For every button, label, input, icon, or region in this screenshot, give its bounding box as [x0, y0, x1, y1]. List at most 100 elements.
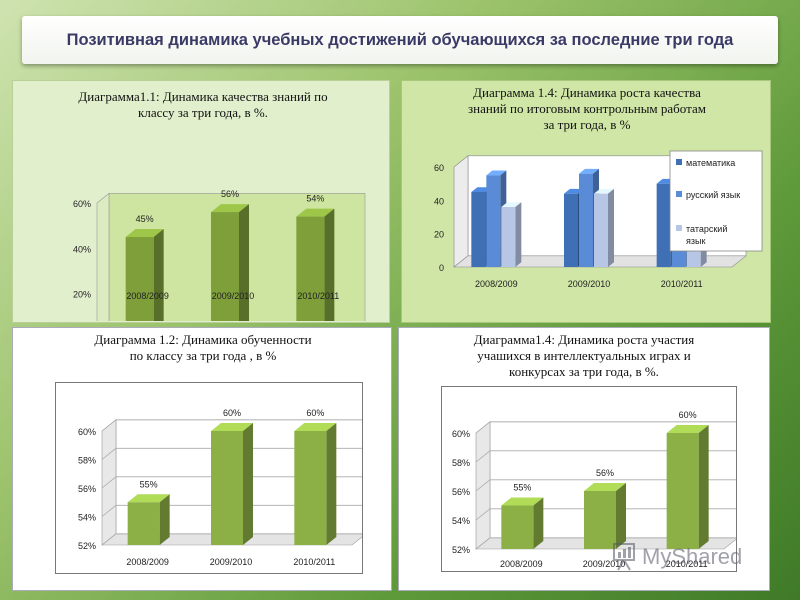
y-tick-label: 20 [434, 230, 444, 240]
bar-side [243, 423, 253, 545]
chart-panel-1-1: Диаграмма1.1: Динамика качества знаний п… [12, 80, 390, 323]
bar-2 [594, 193, 608, 267]
gridline [101, 504, 362, 517]
bar-side [159, 494, 170, 545]
bar-top [127, 494, 170, 503]
x-tick-label: 2009/2010 [583, 559, 626, 569]
chart-3-title-line2: по классу за три года , в % [129, 348, 277, 363]
gridline [101, 447, 362, 460]
title-banner: Позитивная динамика учебных достижений о… [22, 16, 778, 64]
x-tick-label: 2010/2011 [661, 279, 703, 289]
gridline [475, 421, 736, 434]
y-tick-label: 56% [452, 487, 470, 497]
x-tick-label: 2010/2011 [666, 559, 708, 569]
chart-2-title-line2: знаний по итоговым контрольным работам [468, 101, 706, 116]
legend-swatch [676, 225, 682, 231]
x-tick-label: 2009/2010 [212, 291, 255, 301]
bar [666, 433, 699, 549]
bar-0 [471, 192, 486, 267]
chart-1-2-svg: 52% 54% 56% 58% 60% 55% 2008/2009 60% 2009/2010 6… [78, 408, 362, 567]
data-label: 60% [679, 410, 697, 420]
bar-top [296, 208, 335, 217]
bar-2-side [608, 188, 614, 267]
bar [125, 237, 154, 321]
bar-side [153, 229, 164, 321]
bar-1 [486, 175, 501, 267]
gridline [101, 533, 362, 546]
bar-1-top [579, 168, 599, 174]
x-tick-label: 2009/2010 [210, 557, 253, 567]
chart-1-1-svg: 0%20%40%60%45%2008/200956%2009/201054%20… [73, 189, 366, 321]
bar-side [616, 483, 626, 549]
x-tick-label: 2008/2009 [500, 559, 543, 569]
bar-side [698, 425, 709, 549]
y-tick-label: 60% [73, 199, 91, 209]
y-tick-label: 58% [78, 456, 96, 466]
data-label: 55% [140, 479, 158, 489]
side-wall [453, 155, 469, 268]
y-tick-label: 52% [452, 545, 470, 555]
chart-3-title-line1: Диаграмма 1.2: Динамика обученности [94, 332, 312, 347]
bar [584, 491, 616, 549]
bar-2 [501, 207, 516, 267]
chart-2-title: Диаграмма 1.4: Динамика роста качества з… [432, 85, 742, 133]
bar-top [125, 229, 164, 237]
bar [294, 431, 327, 545]
bar-top [666, 425, 709, 433]
chart-2-title-line3: за три года, в % [543, 117, 631, 132]
bar-2-top [501, 202, 522, 207]
bar-1-top [486, 170, 507, 176]
bar-top [211, 423, 253, 431]
y-tick-label: 40 [434, 196, 444, 206]
y-tick-label: 52% [78, 541, 96, 551]
gridline [475, 508, 736, 521]
chart-panel-1-2: Диаграмма 1.2: Динамика обученности по к… [12, 327, 392, 591]
y-tick-label: 54% [452, 516, 470, 526]
y-tick-label: 60% [78, 427, 96, 437]
bar-side [324, 208, 335, 321]
y-tick-label: 60% [452, 429, 470, 439]
watermark-text: MyShared [642, 544, 743, 569]
bar-side [533, 497, 544, 549]
legend-box [669, 150, 763, 252]
x-tick-label: 2008/2009 [475, 279, 518, 289]
chart-1-4a-svg: 0 20 40 60 2008/2009 2009/2010 2010/2011 матема… [434, 150, 763, 289]
bar [211, 212, 239, 321]
chart-1-title-line2: классу за три года, в %. [138, 105, 268, 120]
data-label: 55% [513, 483, 531, 493]
x-tick-label: 2010/2011 [293, 557, 335, 567]
bar-2-side [515, 202, 522, 267]
data-label: 60% [306, 408, 324, 418]
gridline [101, 476, 362, 489]
gridline [475, 450, 736, 463]
bar-1 [579, 173, 593, 267]
x-tick-label: 2009/2010 [568, 279, 611, 289]
chart-4-title-line2: учашихся в интеллектуальных играх и [477, 348, 691, 363]
chart-3-title: Диаграмма 1.2: Динамика обученности по к… [53, 332, 353, 364]
chart-2-title-line1: Диаграмма 1.4: Динамика роста качества [473, 85, 701, 100]
bar-top [584, 483, 626, 491]
bar-2-top [594, 188, 614, 194]
legend-label: математика [686, 158, 735, 168]
x-tick-label: 2008/2009 [126, 291, 169, 301]
legend-label-line2: язык [686, 236, 705, 246]
chart-4-title: Диаграмма1.4: Динамика роста участия уча… [429, 332, 739, 380]
gridline [475, 537, 736, 550]
y-tick-label: 56% [78, 484, 96, 494]
legend-label-line1: татарский [686, 224, 727, 234]
y-tick-label: 40% [73, 244, 91, 254]
legend-swatch [676, 191, 682, 197]
chart-4-title-line3: конкурсах за три года, в %. [509, 364, 659, 379]
bar [127, 502, 160, 545]
y-tick-label: 54% [78, 513, 96, 523]
data-label: 56% [596, 468, 614, 478]
bar-0 [656, 183, 671, 267]
chart-1-title: Диаграмма1.1: Динамика качества знаний п… [53, 89, 353, 121]
x-tick-label: 2010/2011 [297, 291, 339, 301]
y-tick-label: 58% [452, 458, 470, 468]
legend-label: русский язык [686, 190, 740, 200]
y-tick-label: 0 [439, 263, 444, 273]
bar [501, 505, 534, 549]
data-label: 56% [221, 189, 239, 199]
chart-panel-1-4b: Диаграмма1.4: Динамика роста участия уча… [398, 327, 770, 591]
